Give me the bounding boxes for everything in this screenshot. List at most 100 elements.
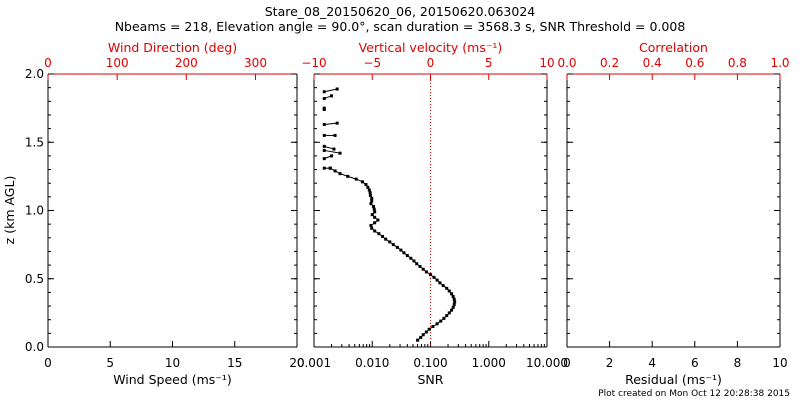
middle-bottom-tick-label: 10.000 <box>526 356 568 370</box>
middle-data-point <box>419 335 423 339</box>
middle-data-point <box>370 196 374 200</box>
middle-data-point <box>369 224 373 228</box>
middle-data-point <box>360 180 364 184</box>
left-y-tick-label: 0.0 <box>25 340 44 354</box>
middle-data-point <box>416 338 420 342</box>
middle-data-point <box>439 319 443 323</box>
middle-data-point <box>450 292 454 296</box>
middle-data-point <box>438 281 442 285</box>
middle-bottom-tick-label: 0.001 <box>297 356 331 370</box>
middle-data-point <box>445 314 449 318</box>
middle-data-point <box>451 294 455 298</box>
y-axis-label: z (km AGL) <box>2 176 17 245</box>
title-line-1: Stare_08_20150620_06, 20150620.063024 <box>265 4 536 19</box>
right-bottom-tick-label: 6 <box>691 356 699 370</box>
left-panel: 0 5 10 15 20 Wind Speed (ms⁻¹) 0 100 200 300 Wind … <box>25 40 305 387</box>
right-top-tick-label: 0.4 <box>643 56 662 70</box>
left-top-tick-label: 300 <box>244 56 267 70</box>
middle-spike-point <box>322 106 326 110</box>
middle-data-point <box>371 204 375 208</box>
middle-top-tick-label: −5 <box>363 56 381 70</box>
left-y-tick-label: 1.5 <box>25 135 44 149</box>
left-bottom-tick-label: 5 <box>106 356 114 370</box>
middle-bottom-tick-label: 0.010 <box>355 356 389 370</box>
middle-spike-point <box>332 147 336 151</box>
right-bottom-tick-label: 0 <box>563 356 571 370</box>
right-top-tick-label: 0.2 <box>600 56 619 70</box>
middle-spike-point <box>338 151 342 155</box>
middle-data-point <box>370 213 374 217</box>
middle-data-point <box>427 327 431 331</box>
middle-data-point <box>395 245 399 249</box>
middle-data-point <box>388 240 392 244</box>
left-y-tick-label: 1.0 <box>25 204 44 218</box>
right-bottom-axis-label: Residual (ms⁻¹) <box>625 372 722 387</box>
middle-data-point <box>384 237 388 241</box>
middle-data-point <box>435 322 439 326</box>
middle-spike-point <box>322 90 326 94</box>
middle-data-point <box>373 210 377 214</box>
left-bottom-tick-label: 10 <box>165 356 180 370</box>
middle-top-tick-label: −10 <box>301 56 326 70</box>
left-y-tick-label: 2.0 <box>25 67 44 81</box>
middle-top-tick-label: 10 <box>539 56 554 70</box>
middle-spike-point <box>322 133 326 137</box>
middle-data-point <box>399 248 403 252</box>
middle-data-point <box>418 264 422 268</box>
middle-data-point <box>333 169 337 173</box>
middle-spike-point <box>330 94 334 98</box>
middle-bottom-tick-label: 1.000 <box>472 356 506 370</box>
middle-data-point <box>415 262 419 266</box>
right-top-tick-label: 1.0 <box>770 56 789 70</box>
title-line-2: Nbeams = 218, Elevation angle = 90.0°, s… <box>115 19 686 34</box>
middle-spike-point <box>322 166 326 170</box>
left-top-tick-label: 200 <box>175 56 198 70</box>
middle-data-point <box>373 229 377 233</box>
middle-top-tick-label: 5 <box>485 56 493 70</box>
middle-data-point <box>447 289 451 293</box>
middle-data-point <box>372 207 376 211</box>
right-top-tick-label: 0.0 <box>557 56 576 70</box>
left-top-tick-label: 100 <box>106 56 129 70</box>
middle-data-point <box>366 185 370 189</box>
middle-spike-point <box>322 148 326 152</box>
middle-data-point <box>452 297 456 301</box>
middle-data-point <box>432 275 436 279</box>
middle-data-point <box>369 202 373 206</box>
middle-data-point <box>367 188 371 192</box>
middle-bottom-tick-label: 0.100 <box>413 356 447 370</box>
middle-data-point <box>450 308 454 312</box>
middle-spike-point <box>322 157 326 161</box>
middle-data-point <box>447 311 451 315</box>
middle-data-point <box>376 218 380 222</box>
right-top-tick-label: 0.6 <box>685 56 704 70</box>
middle-data-point <box>424 330 428 334</box>
middle-data-point <box>373 221 377 225</box>
right-top-axis-label: Correlation <box>639 40 708 55</box>
middle-data-point <box>441 284 445 288</box>
left-y-tick-label: 0.5 <box>25 272 44 286</box>
middle-spike-point <box>322 144 326 148</box>
middle-data-point <box>368 193 372 197</box>
right-bottom-tick-label: 8 <box>734 356 742 370</box>
middle-data-point <box>377 232 381 236</box>
middle-spike-point <box>328 166 332 170</box>
right-bottom-tick-label: 10 <box>772 356 787 370</box>
middle-data-point <box>338 172 342 176</box>
left-bottom-axis-label: Wind Speed (ms⁻¹) <box>113 372 232 387</box>
middle-data-point <box>409 256 413 260</box>
middle-spike-point <box>322 123 326 127</box>
middle-data-point <box>442 316 446 320</box>
middle-data-point <box>431 325 435 329</box>
middle-spike-point <box>322 97 326 101</box>
middle-data-point <box>364 183 368 187</box>
middle-data-point <box>370 199 374 203</box>
middle-data-point <box>421 333 425 337</box>
middle-data-point <box>402 251 406 255</box>
middle-data-point <box>391 243 395 247</box>
middle-data-point <box>445 286 449 290</box>
middle-spike-segment <box>324 145 335 150</box>
right-bottom-tick-label: 4 <box>648 356 656 370</box>
middle-spike-point <box>335 87 339 91</box>
middle-top-tick-label: 0 <box>427 56 435 70</box>
